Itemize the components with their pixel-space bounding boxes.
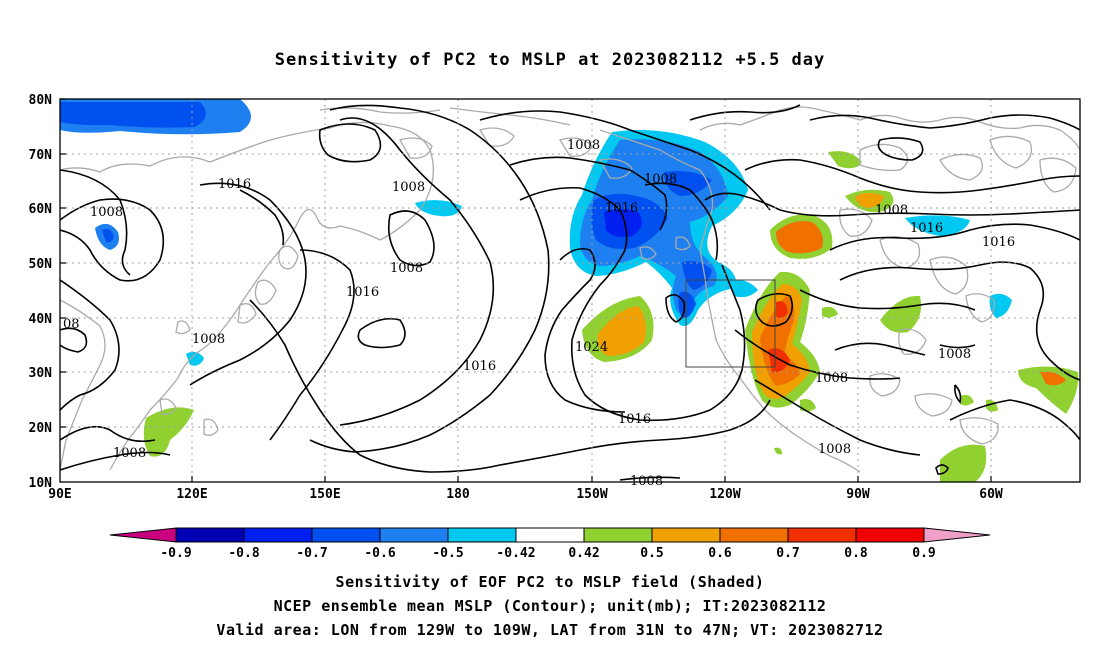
colorbar-triangle-low — [109, 527, 177, 543]
colorbar-segment — [651, 527, 721, 543]
lat-label: 50N — [29, 257, 53, 272]
colorbar-tick: 0.5 — [640, 546, 663, 561]
contour-label: 1008 — [192, 332, 225, 347]
lat-label: 60N — [29, 202, 53, 217]
colorbar-segment — [583, 527, 653, 543]
coastlines — [60, 106, 1080, 473]
contour-label: 1008 — [390, 261, 423, 276]
colorbar-tick-labels: -0.9 -0.8 -0.7 -0.6 -0.5 -0.42 0.42 0.5 … — [160, 546, 935, 561]
colorbar-tick: 0.8 — [844, 546, 868, 561]
contour-label: 1008 — [818, 442, 851, 457]
mslp-contours — [60, 104, 1080, 481]
map-title: Sensitivity of PC2 to MSLP at 2023082112… — [274, 50, 826, 70]
colorbar-tick: -0.5 — [432, 546, 463, 561]
contour-label: 08 — [63, 317, 80, 332]
colorbar-tick: 0.6 — [708, 546, 732, 561]
colorbar-segment — [855, 527, 925, 543]
contour-label: 1016 — [982, 235, 1015, 250]
lat-label: 40N — [29, 312, 53, 327]
colorbar-segment — [243, 527, 313, 543]
caption-line-3: Valid area: LON from 129W to 109W, LAT f… — [216, 621, 884, 639]
contour-label: 1016 — [618, 412, 651, 427]
lon-label: 60W — [979, 487, 1003, 502]
caption-line-2: NCEP ensemble mean MSLP (Contour); unit(… — [273, 597, 827, 615]
contour-label: 1016 — [346, 285, 379, 300]
contour-label: 1008 — [90, 205, 123, 220]
lat-label: 70N — [29, 148, 53, 163]
lat-label: 10N — [29, 476, 53, 491]
colorbar-triangle-high — [923, 527, 991, 543]
colorbar-tick: 0.42 — [568, 546, 599, 561]
grid-lines — [60, 99, 1080, 482]
valid-area-box — [685, 279, 776, 368]
plot-frame — [59, 98, 1081, 483]
contour-label: 1016 — [463, 359, 496, 374]
contour-label: 1008 — [392, 180, 425, 195]
colorbar-tick: -0.7 — [296, 546, 327, 561]
longitude-labels: 90E 120E 150E 180 150W 120W 90W 60W — [48, 487, 1003, 502]
colorbar-segment — [379, 527, 449, 543]
lon-label: 120W — [709, 487, 740, 502]
contour-label: 1008 — [875, 203, 908, 218]
contour-label: 1008 — [644, 172, 677, 187]
colorbar-tick: -0.6 — [364, 546, 395, 561]
contour-label: 1016 — [910, 221, 943, 236]
lon-label: 90E — [48, 487, 71, 502]
lon-label: 90W — [846, 487, 870, 502]
colorbar-tick: -0.9 — [160, 546, 191, 561]
lon-label: 120E — [176, 487, 207, 502]
colorbar-segment — [447, 527, 517, 543]
colorbar-tick: -0.42 — [496, 546, 535, 561]
contour-labels: 1008 1016 1008 1008 1016 1008 1016 1008 … — [63, 138, 1015, 489]
contour-label: 1016 — [605, 201, 638, 216]
lon-label: 180 — [446, 487, 470, 502]
colorbar-segment — [175, 527, 245, 543]
contour-label: 1016 — [218, 177, 251, 192]
tick-marks — [60, 98, 992, 482]
colorbar-segment — [719, 527, 789, 543]
lat-label: 20N — [29, 421, 53, 436]
colorbar-tick: 0.9 — [912, 546, 935, 561]
colorbar-segment — [311, 527, 381, 543]
colorbar-tick: -0.8 — [228, 546, 259, 561]
lon-label: 150W — [576, 487, 607, 502]
contour-label: 1008 — [113, 446, 146, 461]
contour-label: 1008 — [567, 138, 600, 153]
contour-label: 1024 — [575, 340, 608, 355]
caption-line-1: Sensitivity of EOF PC2 to MSLP field (Sh… — [335, 573, 765, 591]
colorbar-tick: 0.7 — [776, 546, 799, 561]
contour-label: 1008 — [815, 371, 848, 386]
colorbar — [109, 527, 991, 543]
shaded-sensitivity — [60, 99, 1079, 482]
latitude-labels: 80N 70N 60N 50N 40N 30N 20N 10N — [29, 93, 53, 491]
colorbar-segment — [515, 527, 585, 543]
lat-label: 30N — [29, 366, 53, 381]
colorbar-segment — [787, 527, 857, 543]
lat-label: 80N — [29, 93, 53, 108]
lon-label: 150E — [309, 487, 340, 502]
contour-label: 1008 — [938, 347, 971, 362]
